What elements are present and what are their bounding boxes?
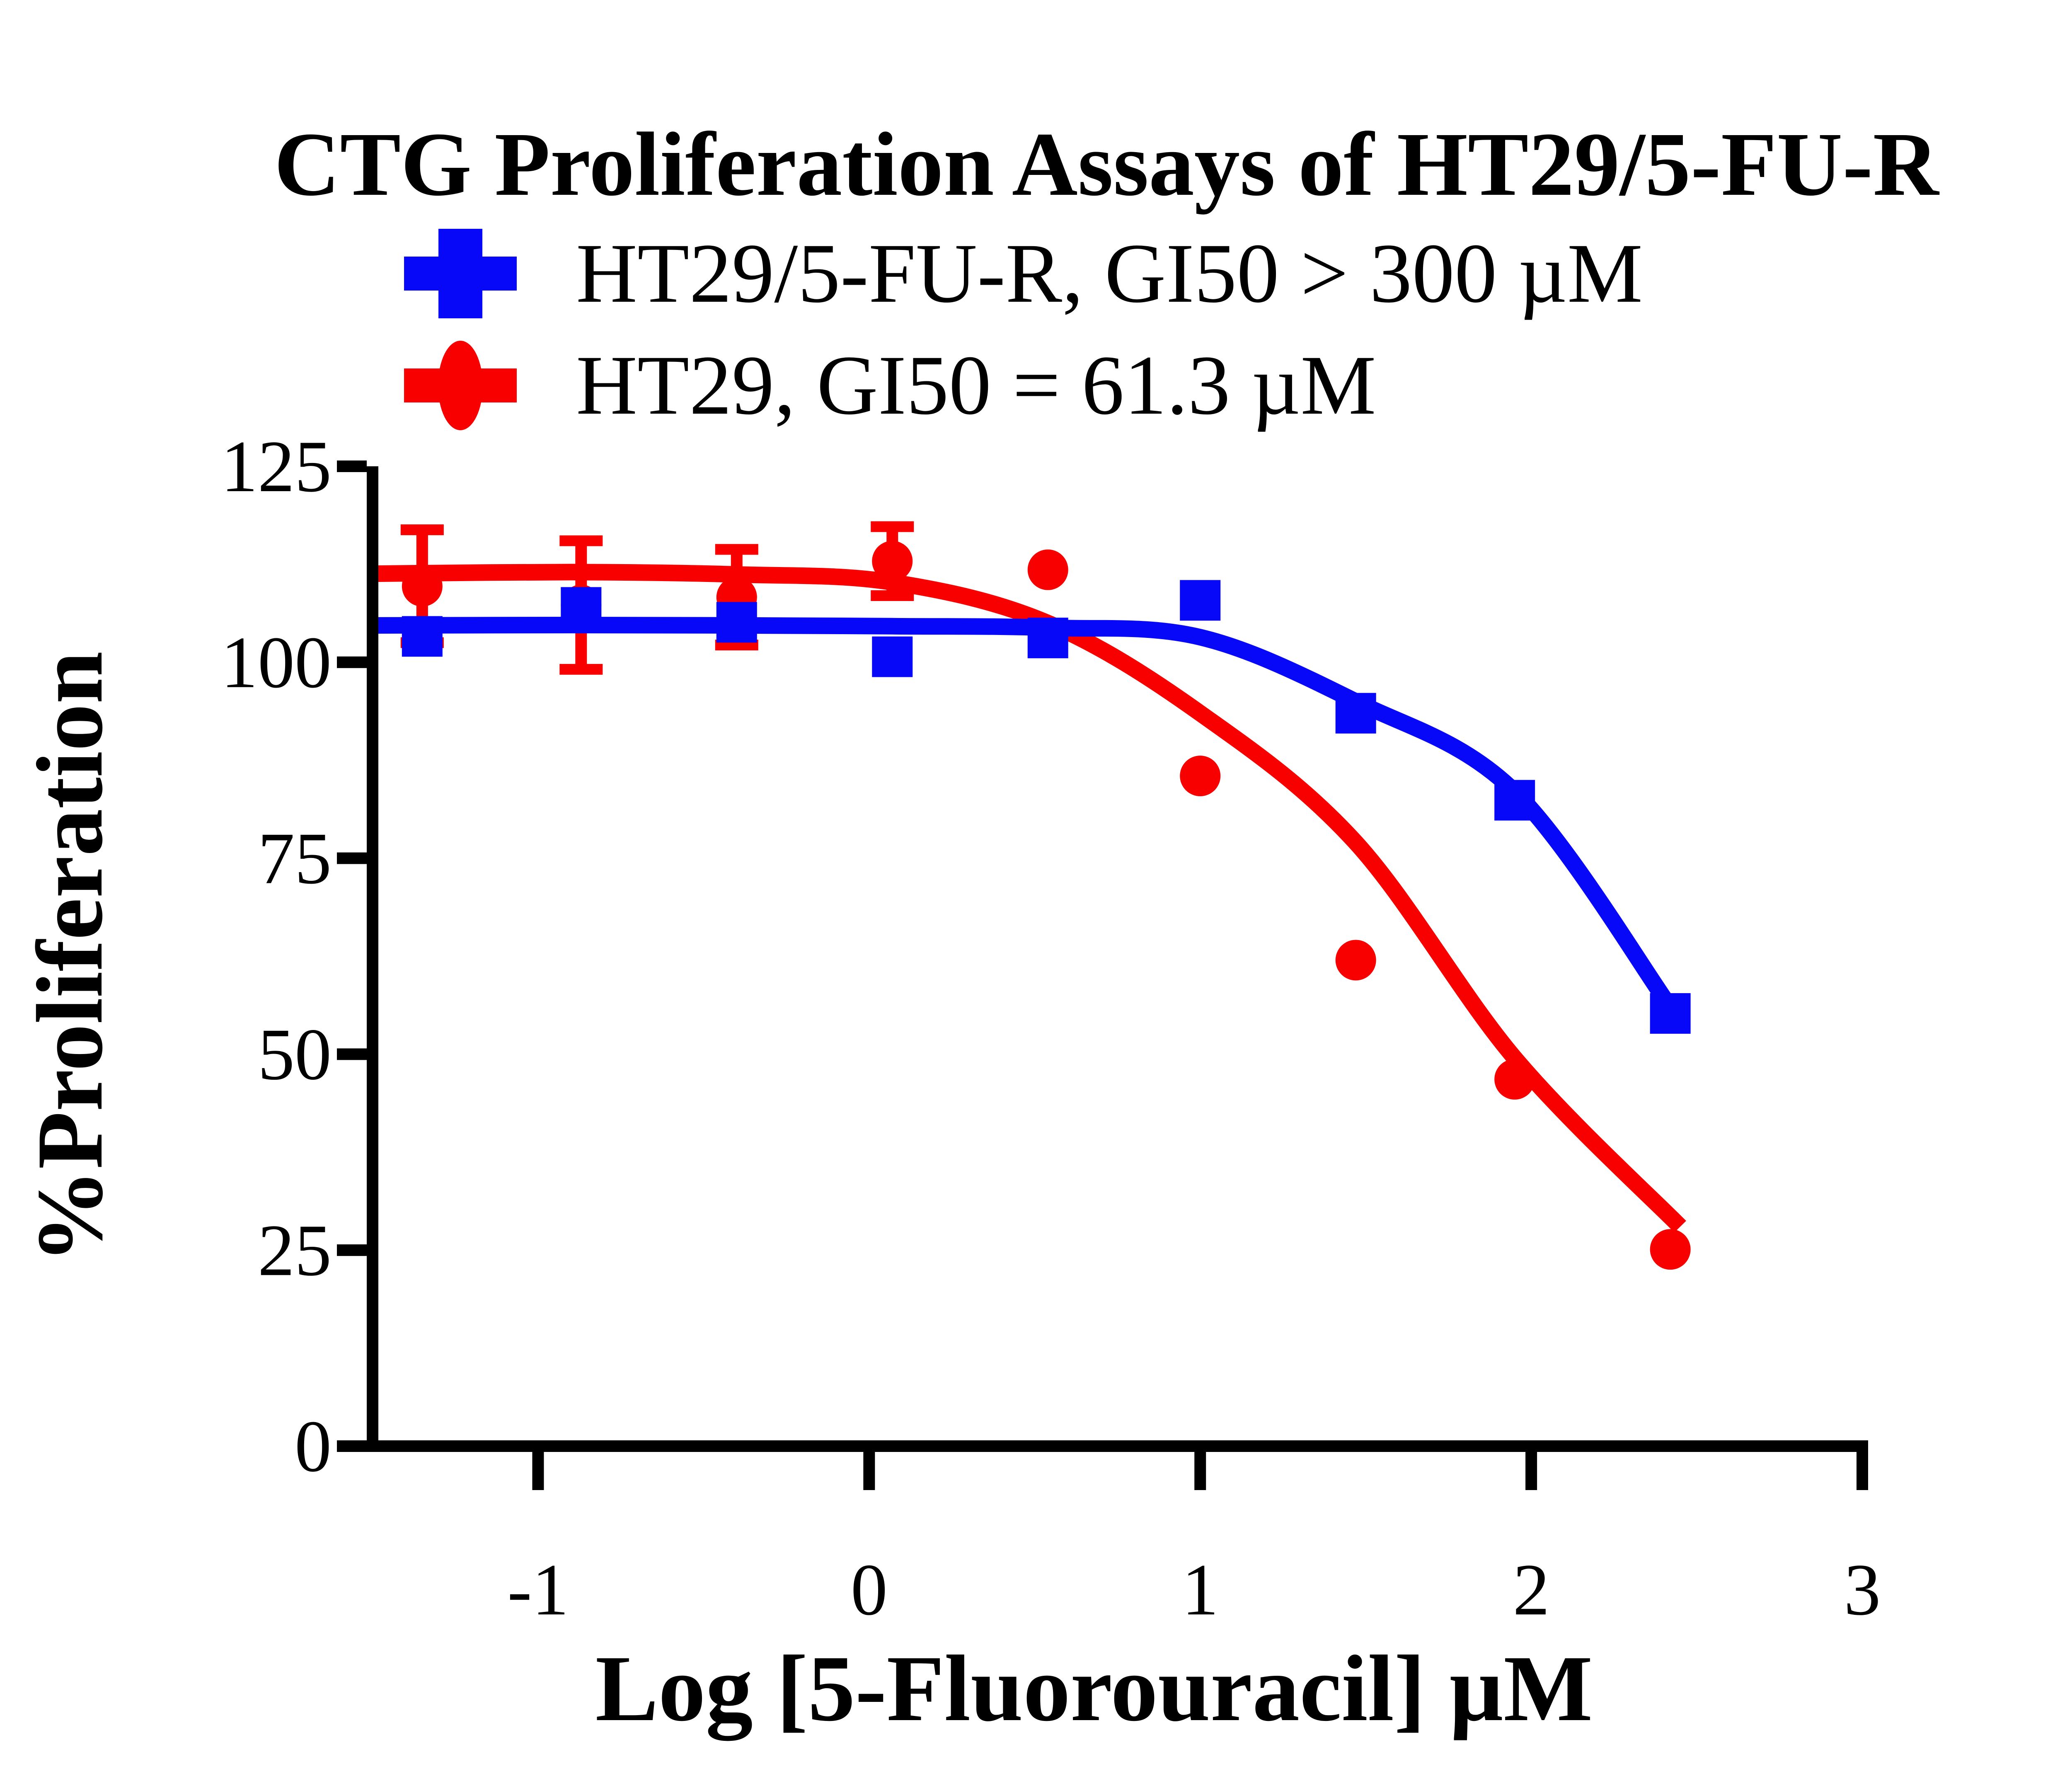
x-axis-line <box>367 1440 1868 1452</box>
x-axis-tick <box>1194 1452 1206 1490</box>
x-tick-label: 2 <box>1513 1549 1550 1631</box>
data-points-layer <box>402 540 1691 1270</box>
data-point-ht29 <box>1494 1059 1535 1100</box>
error-bar-cap-top <box>715 544 758 555</box>
y-axis-line <box>367 466 378 1452</box>
y-tick-label: 100 <box>221 621 332 703</box>
error-bar-cap-top <box>400 524 444 536</box>
y-axis-tick <box>337 656 367 668</box>
y-axis-tick <box>337 852 367 864</box>
data-point-ht29-5fur <box>1650 993 1691 1034</box>
tick-labels-layer: -1 0 1 2 3 0 25 50 75 100 125 <box>221 425 1881 1631</box>
y-axis-title: %Proliferation <box>18 651 122 1263</box>
data-point-ht29-5fur <box>561 587 602 628</box>
data-point-ht29 <box>872 540 913 582</box>
fit-curve-ht29-5fur <box>374 616 1677 1012</box>
data-point-ht29-5fur <box>1027 618 1068 659</box>
legend-marker-ht29-5fur <box>404 229 517 318</box>
x-tick-label: 0 <box>851 1549 888 1631</box>
legend-marker-ht29 <box>404 341 517 430</box>
y-tick-label: 50 <box>258 1013 332 1095</box>
x-axis-title: Log [5-Fluorouracil] µM <box>595 1636 1593 1741</box>
chart-title: CTG Proliferation Assays of HT29/5-FU-R <box>274 114 1940 215</box>
x-tick-label: 3 <box>1844 1549 1881 1631</box>
data-point-ht29 <box>1027 549 1068 590</box>
data-point-ht29-5fur <box>1494 780 1535 821</box>
x-tick-label: -1 <box>507 1549 569 1631</box>
data-point-ht29 <box>402 566 443 607</box>
data-point-ht29-5fur <box>716 602 757 643</box>
data-point-ht29-5fur <box>402 616 443 657</box>
error-bar-cap-bottom <box>559 664 603 675</box>
x-axis-tick <box>863 1452 875 1490</box>
y-tick-label: 0 <box>295 1405 332 1487</box>
y-tick-label: 75 <box>258 817 332 899</box>
error-bar-cap-top <box>559 535 603 546</box>
y-axis-tick <box>337 460 367 472</box>
x-tick-label: 1 <box>1182 1549 1219 1631</box>
data-point-ht29 <box>1180 756 1221 797</box>
x-axis-tick <box>1857 1452 1868 1490</box>
y-axis-tick <box>337 1440 367 1452</box>
data-point-ht29 <box>1650 1229 1691 1270</box>
data-point-ht29-5fur <box>872 636 913 677</box>
legend-square-icon <box>438 229 482 318</box>
error-bars-layer <box>400 521 914 675</box>
fit-curve-ht29 <box>374 564 1686 1233</box>
y-tick-label: 25 <box>258 1209 332 1291</box>
legend-label-ht29-5fur: HT29/5-FU-R, GI50 > 300 µM <box>576 226 1643 320</box>
y-axis-tick <box>337 1244 367 1256</box>
x-axis-tick <box>1525 1452 1537 1490</box>
axes-layer <box>337 460 1868 1490</box>
data-point-ht29-5fur <box>1180 580 1221 621</box>
data-point-ht29-5fur <box>1335 693 1376 734</box>
legend-label-ht29: HT29, GI50 = 61.3 µM <box>576 338 1376 432</box>
y-axis-tick <box>337 1048 367 1060</box>
x-axis-tick <box>532 1452 544 1490</box>
legend-circle-icon <box>438 341 483 430</box>
data-point-ht29 <box>1335 940 1376 981</box>
y-tick-label: 125 <box>221 425 332 507</box>
legend: HT29/5-FU-R, GI50 > 300 µM HT29, GI50 = … <box>404 226 1643 432</box>
error-bar-cap-top <box>871 521 914 532</box>
